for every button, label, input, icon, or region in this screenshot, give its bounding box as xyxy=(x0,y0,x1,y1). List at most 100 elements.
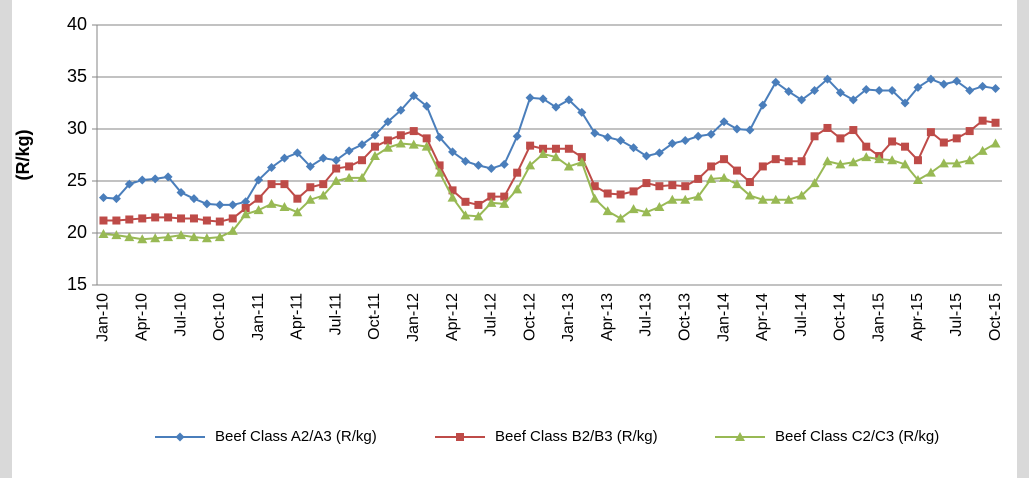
data-point xyxy=(564,144,573,153)
data-point xyxy=(383,136,392,145)
data-point xyxy=(435,161,444,170)
data-point xyxy=(319,180,328,189)
data-point xyxy=(202,199,212,209)
data-point xyxy=(448,147,458,157)
x-tick-label: Apr-15 xyxy=(909,293,926,341)
data-point xyxy=(409,127,418,136)
data-point xyxy=(525,160,536,170)
data-point xyxy=(526,141,535,150)
y-tick-label: 30 xyxy=(67,118,87,138)
x-tick-label: Oct-11 xyxy=(366,293,383,340)
data-point xyxy=(654,202,665,211)
data-point xyxy=(111,194,121,204)
x-tick-label: Apr-10 xyxy=(133,293,150,341)
data-point xyxy=(254,194,263,203)
data-point xyxy=(913,82,923,92)
data-point xyxy=(331,155,341,165)
data-point xyxy=(138,214,147,223)
data-point xyxy=(99,216,108,225)
data-point xyxy=(409,91,419,101)
data-point xyxy=(395,138,406,148)
data-point xyxy=(435,132,445,142)
data-point xyxy=(227,225,238,235)
legend-marker xyxy=(456,433,464,441)
data-point xyxy=(577,153,586,162)
data-point xyxy=(383,117,393,127)
data-point xyxy=(732,124,742,134)
data-point xyxy=(176,187,186,197)
data-point xyxy=(151,213,160,222)
x-tick-label: Jan-15 xyxy=(870,293,887,342)
data-point xyxy=(576,157,587,167)
data-point xyxy=(952,76,962,86)
data-point xyxy=(719,172,730,182)
data-point xyxy=(111,230,122,240)
data-point xyxy=(150,174,160,184)
data-point xyxy=(98,193,108,203)
data-point xyxy=(370,142,379,151)
data-point xyxy=(861,84,871,94)
data-point xyxy=(538,148,549,158)
data-point xyxy=(745,178,754,187)
data-point xyxy=(810,86,820,96)
data-point xyxy=(550,152,561,162)
data-point xyxy=(628,204,639,214)
data-point xyxy=(977,145,988,155)
data-point xyxy=(616,190,625,199)
data-point xyxy=(422,134,431,143)
x-tick-label: Oct-14 xyxy=(832,293,849,341)
data-point xyxy=(641,207,652,217)
data-point xyxy=(874,86,884,96)
data-point xyxy=(913,156,922,165)
data-point xyxy=(112,216,121,225)
data-point xyxy=(279,202,290,211)
data-point xyxy=(357,140,367,150)
data-point xyxy=(693,131,703,141)
data-point xyxy=(240,209,251,219)
data-point xyxy=(771,77,781,87)
data-point xyxy=(305,194,316,204)
data-point xyxy=(318,190,329,200)
data-point xyxy=(887,155,898,165)
data-point xyxy=(499,198,510,208)
data-point xyxy=(861,152,872,162)
data-point xyxy=(434,167,445,177)
data-point xyxy=(345,162,354,171)
data-point xyxy=(512,131,522,141)
x-tick-label: Apr-11 xyxy=(289,293,306,340)
data-point xyxy=(292,148,302,158)
data-point xyxy=(486,164,496,174)
data-point xyxy=(539,144,548,153)
data-point xyxy=(848,95,858,105)
y-tick-label: 15 xyxy=(67,274,87,294)
data-point xyxy=(771,155,780,164)
data-point xyxy=(150,233,161,243)
data-point xyxy=(888,137,897,146)
data-point xyxy=(680,135,690,145)
x-tick-label: Jul-13 xyxy=(638,293,655,337)
data-point xyxy=(164,213,173,222)
data-point xyxy=(912,174,923,184)
y-tick-label: 40 xyxy=(67,14,87,34)
data-point xyxy=(331,176,342,185)
data-point xyxy=(887,86,897,96)
data-point xyxy=(822,156,833,166)
data-point xyxy=(293,194,302,203)
data-point xyxy=(305,161,315,171)
data-point xyxy=(900,98,910,108)
x-tick-label: Oct-12 xyxy=(521,293,538,341)
data-point xyxy=(253,205,264,215)
data-point xyxy=(408,139,419,149)
x-tick-label: Jan-13 xyxy=(560,293,577,342)
data-point xyxy=(616,135,626,145)
data-point xyxy=(241,204,250,213)
data-point xyxy=(318,153,328,163)
data-point xyxy=(642,179,651,188)
data-point xyxy=(473,211,484,221)
data-point xyxy=(758,162,767,171)
data-point xyxy=(137,175,147,185)
data-point xyxy=(177,214,186,223)
data-point xyxy=(215,217,224,226)
data-point xyxy=(667,139,677,149)
